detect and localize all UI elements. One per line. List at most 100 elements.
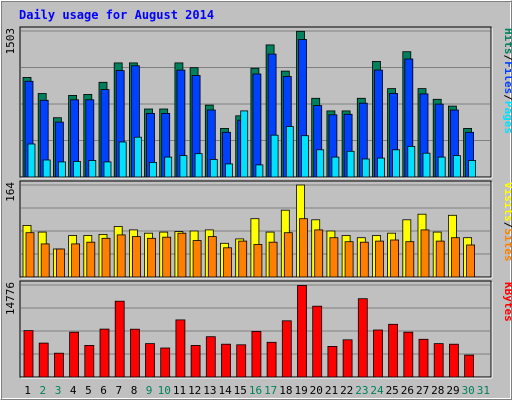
bar-kbytes-day-21 (327, 345, 338, 378)
bar-kbytes-day-25 (388, 323, 399, 378)
bar-pages-day-25 (392, 149, 401, 178)
bar-kbytes-day-6 (99, 328, 110, 378)
bar-pages-day-4 (73, 161, 81, 178)
bar-kbytes-day-16 (251, 330, 262, 378)
y-max-label: 164 (4, 182, 17, 202)
bar-pages-day-23 (361, 158, 370, 178)
bar-kbytes-day-29 (448, 343, 459, 378)
bar-kbytes-day-9 (145, 343, 155, 378)
bars-hits-files-pages (22, 30, 477, 178)
day-label-6: 6 (100, 384, 107, 397)
bar-pages-day-18 (285, 126, 294, 178)
bar-pages-day-1 (27, 143, 36, 178)
bar-kbytes-day-1 (23, 330, 34, 378)
legend-separator: / (502, 94, 512, 101)
day-label-16: 16 (249, 384, 262, 397)
bar-sites-day-25 (390, 239, 400, 278)
day-label-23: 23 (355, 384, 368, 397)
day-label-31: 31 (477, 384, 490, 397)
bar-pages-day-20 (316, 149, 325, 178)
day-label-4: 4 (70, 384, 77, 397)
bar-sites-day-9 (147, 237, 156, 278)
bar-pages-day-27 (422, 152, 431, 178)
bar-sites-day-23 (359, 241, 369, 278)
day-label-27: 27 (416, 384, 429, 397)
day-label-21: 21 (325, 384, 338, 397)
bar-sites-day-20 (314, 229, 324, 278)
bar-kbytes-day-26 (403, 331, 414, 378)
bar-kbytes-day-23 (357, 298, 368, 378)
bar-kbytes-day-5 (84, 344, 95, 378)
legend-hits-files-pages: Hits/Files/Pages (502, 28, 512, 134)
legend-item-kbytes: KBytes (502, 282, 512, 322)
bar-kbytes-day-8 (129, 328, 140, 378)
bar-pages-day-22 (346, 150, 355, 178)
bar-pages-day-9 (149, 161, 157, 178)
panel-kbytes: 14776 KBytes (4, 280, 512, 379)
bar-sites-day-21 (329, 237, 339, 278)
bar-sites-day-4 (71, 243, 80, 278)
day-label-17: 17 (264, 384, 277, 397)
day-label-14: 14 (218, 384, 232, 397)
bar-sites-day-3 (56, 248, 65, 278)
day-label-7: 7 (115, 384, 122, 397)
bar-pages-day-30 (468, 160, 477, 178)
bar-pages-day-24 (377, 157, 385, 178)
day-label-28: 28 (431, 384, 444, 397)
bar-kbytes-day-14 (221, 343, 231, 378)
day-label-22: 22 (340, 384, 353, 397)
bar-sites-day-12 (192, 240, 202, 278)
bar-files-day-16 (252, 73, 262, 178)
bar-sites-day-1 (25, 232, 35, 278)
bar-sites-day-17 (268, 241, 278, 278)
bar-pages-day-14 (225, 163, 233, 178)
bar-pages-day-28 (437, 156, 446, 178)
day-label-15: 15 (234, 384, 247, 397)
day-label-8: 8 (131, 384, 138, 397)
bar-sites-day-10 (162, 236, 172, 278)
day-label-1: 1 (24, 384, 31, 397)
day-label-26: 26 (401, 384, 414, 397)
bar-kbytes-day-17 (266, 341, 277, 378)
bar-kbytes-day-19 (297, 285, 307, 378)
bar-kbytes-day-11 (175, 319, 186, 378)
legend-item-files: Files (502, 61, 512, 94)
legend-separator: / (502, 222, 512, 229)
bar-kbytes-day-24 (373, 329, 383, 378)
bar-sites-day-26 (405, 241, 415, 278)
bar-pages-day-26 (407, 145, 416, 178)
day-label-9: 9 (146, 384, 153, 397)
day-label-12: 12 (188, 384, 201, 397)
bar-sites-day-29 (450, 237, 460, 278)
legend-separator: / (502, 55, 512, 62)
bar-sites-day-5 (86, 241, 96, 278)
y-max-label: 1503 (4, 28, 17, 55)
day-label-18: 18 (279, 384, 292, 397)
bar-kbytes-day-22 (342, 339, 353, 378)
bar-kbytes-day-18 (281, 320, 292, 378)
day-label-3: 3 (55, 384, 62, 397)
bar-pages-day-16 (255, 164, 264, 178)
bar-pages-day-5 (88, 160, 97, 178)
bar-sites-day-14 (223, 247, 232, 278)
day-label-13: 13 (203, 384, 216, 397)
legend-visits-sites: Visits/Sites (502, 182, 512, 262)
bar-pages-day-11 (179, 155, 188, 178)
bar-sites-day-16 (253, 244, 263, 278)
bar-kbytes-day-7 (114, 300, 125, 378)
legend-item-hits: Hits (502, 28, 512, 55)
bar-sites-day-22 (344, 241, 354, 278)
legend-item-sites: Sites (502, 228, 512, 261)
bar-pages-day-6 (103, 161, 112, 178)
bar-kbytes-day-30 (464, 354, 475, 378)
bar-kbytes-day-3 (54, 352, 64, 378)
bar-sites-day-19 (299, 218, 308, 278)
legend-kbytes: KBytes (502, 282, 512, 322)
legend-item-pages: Pages (502, 101, 512, 134)
bars-visits-sites (22, 184, 476, 278)
bar-kbytes-day-12 (190, 344, 201, 378)
bar-pages-day-13 (209, 159, 218, 178)
bar-sites-day-30 (466, 244, 476, 278)
